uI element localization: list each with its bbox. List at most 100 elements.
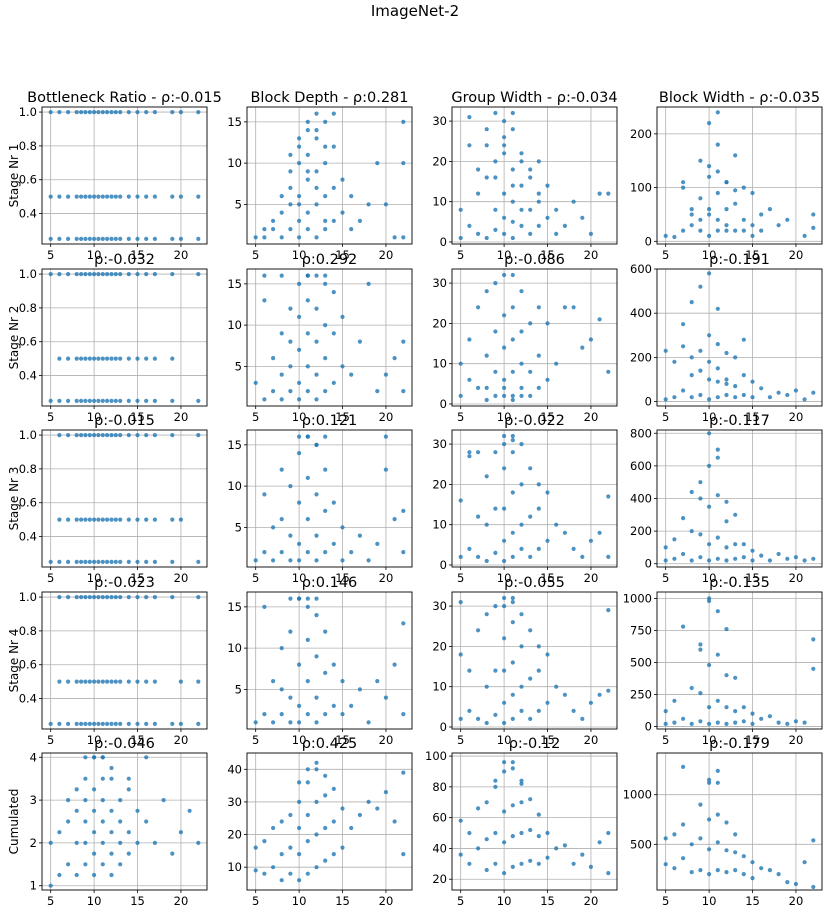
data-point — [571, 546, 576, 552]
data-point — [493, 175, 498, 180]
y-tick-label: 200 — [630, 350, 652, 364]
data-point — [105, 194, 110, 199]
data-point — [707, 333, 712, 338]
x-tick-label: 10 — [702, 410, 717, 424]
data-point — [96, 559, 101, 565]
data-point — [83, 110, 88, 115]
data-point — [323, 670, 328, 676]
axes-frame — [246, 591, 413, 730]
data-point — [314, 695, 319, 700]
data-point — [331, 185, 336, 190]
subplot-r3-c2: 5 10 15 20 0 10 20 30 ρ:-0.055 — [432, 575, 618, 747]
x-tick-label: 15 — [540, 571, 555, 585]
y-tick-label: 15 — [227, 438, 242, 452]
data-point — [48, 559, 53, 565]
data-point — [476, 231, 481, 236]
x-tick-label: 5 — [457, 894, 464, 906]
x-tick-label: 10 — [497, 733, 512, 747]
data-point — [484, 720, 489, 726]
data-point — [715, 493, 720, 498]
data-point — [502, 871, 507, 876]
data-point — [733, 512, 738, 517]
data-point — [74, 840, 79, 846]
data-point — [767, 395, 773, 400]
data-point — [510, 433, 515, 439]
data-point — [793, 881, 799, 887]
data-point — [554, 846, 559, 851]
data-point — [271, 825, 276, 831]
data-point — [87, 272, 92, 277]
data-point — [297, 878, 302, 883]
x-tick-label: 10 — [292, 410, 307, 424]
data-point — [152, 194, 157, 199]
data-point — [484, 684, 489, 689]
data-point — [66, 517, 71, 522]
data-point — [785, 721, 790, 727]
subplot-r1-c2: 5 10 15 20 0 10 20 30 ρ:-0.086 — [432, 252, 618, 424]
x-tick-label: 10 — [87, 571, 102, 585]
data-point — [536, 482, 541, 487]
subplot-title: ρ:-0.022 — [504, 413, 565, 429]
data-point — [536, 644, 541, 649]
x-tick-label: 10 — [702, 571, 717, 585]
y-tick-label: 1.0 — [19, 105, 37, 119]
plot-area — [657, 753, 822, 890]
data-point — [689, 223, 694, 228]
data-point — [126, 851, 131, 856]
data-point — [750, 395, 755, 400]
data-point — [785, 556, 790, 561]
data-point — [279, 819, 284, 824]
axes-frame — [656, 268, 823, 407]
data-point — [105, 110, 110, 115]
data-point — [383, 790, 388, 795]
data-point — [724, 673, 729, 678]
data-point — [305, 712, 310, 717]
data-point — [698, 496, 703, 501]
data-point — [733, 153, 738, 158]
data-point — [323, 218, 328, 223]
data-point — [57, 433, 62, 438]
data-point — [196, 433, 201, 438]
x-tick-label: 5 — [662, 571, 669, 585]
data-point — [279, 878, 284, 883]
data-point — [562, 223, 568, 228]
data-point — [297, 825, 302, 831]
y-tick-label: 0.6 — [19, 496, 37, 510]
data-point — [74, 398, 79, 403]
data-point — [196, 559, 201, 565]
data-point — [759, 228, 764, 233]
subplot-r0-c2: 5 10 15 20 0 10 20 30 Group Width - ρ:-0.034 — [432, 90, 617, 262]
data-point — [767, 207, 773, 212]
data-point — [74, 110, 79, 115]
y-tick-label: 10 — [227, 641, 242, 655]
data-point — [811, 390, 816, 395]
data-point — [715, 228, 720, 233]
data-point — [536, 668, 541, 673]
data-point — [271, 356, 276, 361]
x-tick-label: 5 — [457, 410, 464, 424]
y-tick-label: 10 — [227, 860, 242, 874]
data-point — [253, 235, 258, 240]
data-point — [331, 786, 336, 792]
data-point — [118, 272, 123, 277]
data-point — [698, 642, 703, 647]
data-point — [707, 872, 712, 877]
data-point — [118, 433, 123, 438]
data-point — [170, 236, 175, 241]
data-point — [392, 235, 397, 240]
data-point — [48, 194, 53, 199]
x-tick-label: 5 — [662, 248, 669, 262]
subplot-title: ρ:-0.086 — [504, 252, 565, 268]
data-point — [366, 281, 371, 286]
data-point — [357, 533, 362, 538]
data-point — [467, 450, 472, 455]
data-point — [528, 393, 533, 398]
data-point — [606, 369, 611, 374]
data-point — [135, 721, 140, 727]
data-point — [135, 517, 140, 522]
data-point — [484, 353, 489, 358]
data-point — [109, 830, 114, 835]
data-point — [109, 776, 114, 781]
